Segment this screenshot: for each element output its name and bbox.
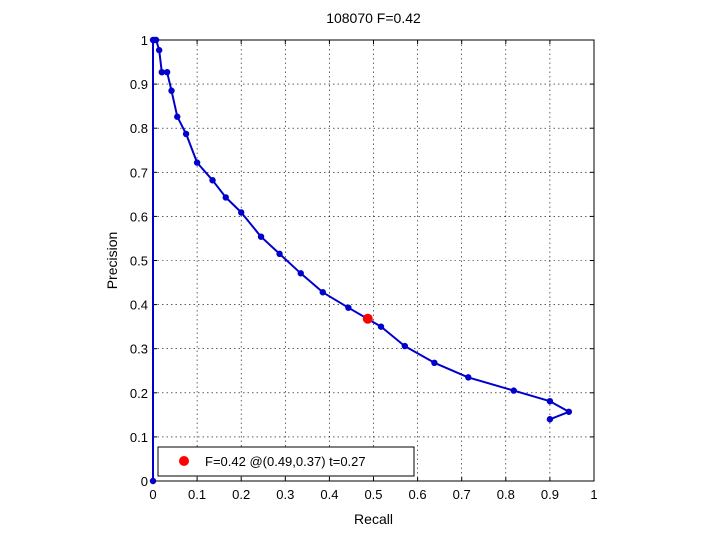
data-point xyxy=(158,68,166,76)
data-point xyxy=(565,408,573,415)
data-point xyxy=(510,387,517,394)
data-point xyxy=(345,304,352,311)
series-group xyxy=(149,36,573,485)
data-point xyxy=(193,159,201,166)
data-point xyxy=(222,194,229,201)
best-point-group xyxy=(362,313,373,324)
data-point xyxy=(163,68,171,76)
x-tick-label: 0 xyxy=(149,487,156,502)
data-point xyxy=(401,342,409,350)
legend-box xyxy=(157,446,415,477)
data-point xyxy=(546,416,554,423)
y-tick-label: 0 xyxy=(141,474,148,489)
x-tick-label: 0.3 xyxy=(276,487,294,502)
y-axis-label: Precision xyxy=(104,232,120,290)
legend: F=0.42 @(0.49,0.37) t=0.27 xyxy=(157,446,415,477)
data-point xyxy=(152,36,160,44)
y-tick-label: 0.3 xyxy=(130,342,148,357)
y-tick-label: 0.9 xyxy=(130,77,148,92)
grid-lines xyxy=(153,40,594,481)
x-tick-label: 0.9 xyxy=(541,487,559,502)
y-tick-label: 0.2 xyxy=(130,386,148,401)
x-tick-label: 0.4 xyxy=(320,487,338,502)
x-tick-labels: 0 0.1 0.2 0.3 0.4 0.5 0.6 0.7 0.8 0.9 1 xyxy=(149,487,597,502)
data-point xyxy=(149,477,157,485)
data-point xyxy=(257,233,265,240)
x-tick-label: 0.7 xyxy=(453,487,471,502)
y-tick-label: 0.8 xyxy=(130,121,148,136)
data-point xyxy=(168,87,175,94)
data-point xyxy=(209,177,216,184)
data-point xyxy=(174,113,181,120)
data-point xyxy=(297,270,304,277)
y-tick-label: 1 xyxy=(141,33,148,48)
data-point xyxy=(431,359,438,367)
data-point xyxy=(465,374,472,381)
x-tick-label: 0.1 xyxy=(188,487,206,502)
data-point xyxy=(182,130,190,138)
chart-title: 108070 F=0.42 xyxy=(326,10,421,26)
x-axis-label: Recall xyxy=(354,511,393,527)
y-tick-label: 0.6 xyxy=(130,209,148,224)
legend-marker xyxy=(179,456,189,466)
best-f-point xyxy=(362,313,373,324)
y-tick-label: 0.7 xyxy=(130,165,148,180)
y-tick-label: 0.4 xyxy=(130,298,148,313)
y-tick-label: 0.1 xyxy=(130,430,148,445)
data-point xyxy=(155,46,163,54)
data-point xyxy=(319,289,326,296)
y-tick-label: 0.5 xyxy=(130,254,148,269)
x-tick-label: 0.8 xyxy=(497,487,515,502)
x-tick-label: 0.2 xyxy=(232,487,250,502)
data-point xyxy=(546,397,554,405)
data-point xyxy=(377,323,385,330)
x-tick-label: 1 xyxy=(590,487,597,502)
data-point xyxy=(238,209,245,216)
data-point xyxy=(276,250,283,258)
y-tick-labels: 0 0.1 0.2 0.3 0.4 0.5 0.6 0.7 0.8 0.9 1 xyxy=(130,33,148,489)
legend-text: F=0.42 @(0.49,0.37) t=0.27 xyxy=(205,454,366,469)
x-tick-label: 0.6 xyxy=(409,487,427,502)
x-tick-label: 0.5 xyxy=(364,487,382,502)
